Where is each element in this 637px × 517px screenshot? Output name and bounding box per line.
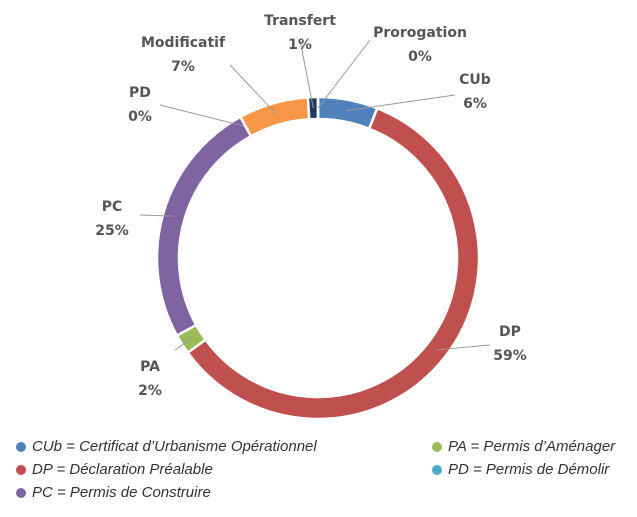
segment-value: 25%	[95, 223, 129, 239]
leader-line	[174, 337, 192, 351]
legend-marker	[432, 442, 442, 452]
leader-line	[229, 64, 277, 115]
segment-value: 1%	[288, 37, 312, 53]
segment-name: CUb	[459, 72, 491, 88]
segment-value: 2%	[138, 383, 162, 399]
segment-name: DP	[499, 324, 521, 340]
segment-value: 0%	[408, 49, 432, 65]
segment-value: 59%	[493, 348, 527, 364]
leader-line	[317, 39, 371, 109]
leader-line	[436, 344, 491, 351]
leader-line	[346, 94, 456, 112]
legend-label: CUb = Certificat d’Urbanisme Opérationne…	[32, 438, 317, 455]
segment-name: Transfert	[264, 13, 336, 29]
segment-name: Prorogation	[373, 25, 467, 41]
legend-marker	[16, 488, 26, 498]
legend-marker	[432, 465, 442, 475]
legend-marker	[16, 442, 26, 452]
donut-segment	[186, 106, 481, 421]
segment-value: 7%	[171, 59, 195, 75]
segment-name: PC	[102, 199, 123, 215]
donut-segment	[316, 95, 379, 131]
segment-name: PA	[140, 359, 160, 375]
legend-marker	[16, 465, 26, 475]
leader-line	[159, 104, 246, 128]
donut-segment	[238, 95, 311, 138]
segment-value: 6%	[463, 96, 487, 112]
legend-label: PC = Permis de Construire	[32, 484, 211, 501]
segment-value: 0%	[128, 109, 152, 125]
leader-line	[299, 39, 314, 109]
segment-name: Modificatif	[141, 35, 226, 51]
leader-line	[139, 214, 174, 217]
segment-name: PD	[129, 85, 151, 101]
legend-label: PA = Permis d’Aménager	[448, 438, 616, 455]
legend-label: PD = Permis de Démolir	[448, 461, 610, 478]
legend-label: DP = Déclaration Préalable	[32, 461, 213, 478]
donut-segment	[155, 115, 253, 338]
